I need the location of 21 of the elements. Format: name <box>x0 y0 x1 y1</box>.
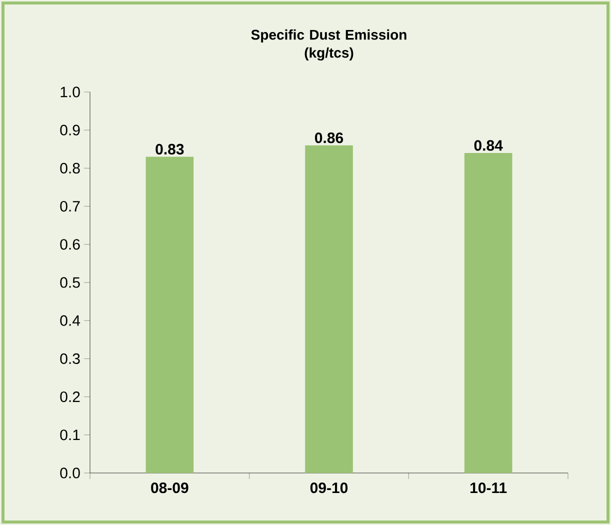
y-tick-label: 0.9 <box>60 124 80 136</box>
y-tick-label: 0.7 <box>60 200 80 212</box>
data-label: 0.86 <box>315 132 344 144</box>
bar <box>305 145 353 473</box>
bar <box>146 156 194 473</box>
y-tick-label: 0.0 <box>60 468 80 478</box>
x-tick-label: 08-09 <box>151 482 188 494</box>
y-tick-label: 0.4 <box>60 315 80 326</box>
y-tick-label: 0.8 <box>60 162 80 174</box>
y-tick-label: 0.2 <box>60 391 80 402</box>
y-tick-label: 0.3 <box>60 353 80 364</box>
x-tick-label: 09-10 <box>310 482 348 494</box>
data-label: 0.84 <box>474 140 503 151</box>
bar <box>464 152 512 473</box>
y-tick-label: 0.6 <box>60 239 80 250</box>
data-label: 0.83 <box>156 144 184 155</box>
y-tick-label: 1.0 <box>60 86 80 98</box>
chart-title: Specific Dust Emission (kg/tcs) <box>251 29 406 61</box>
y-tick-label: 0.5 <box>60 277 80 288</box>
x-tick-label: 10-11 <box>470 482 507 494</box>
y-tick-label: 0.1 <box>60 430 80 440</box>
